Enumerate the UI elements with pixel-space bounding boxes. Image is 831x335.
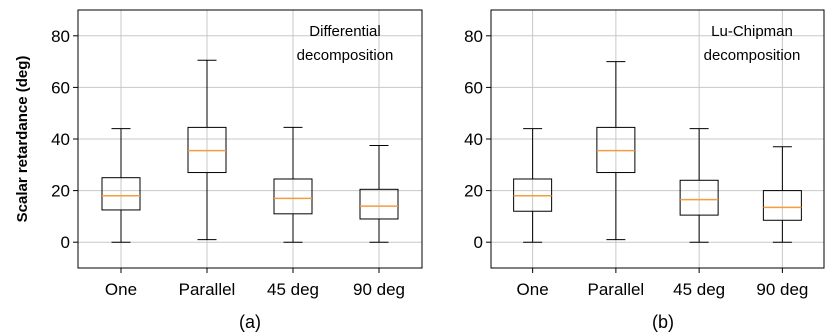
x-tick-label: 45 deg [673, 280, 725, 299]
y-tick-label: 40 [51, 130, 70, 149]
x-tick-label: One [517, 280, 549, 299]
y-tick-label: 60 [51, 78, 70, 97]
annotation-line: Differential [309, 23, 380, 40]
x-tick-label: 90 deg [756, 280, 808, 299]
annotation-line: decomposition [297, 47, 394, 64]
x-tick-label: 45 deg [267, 280, 319, 299]
annotation-line: decomposition [704, 47, 801, 64]
y-tick-label: 60 [464, 78, 483, 97]
x-tick-label: One [105, 280, 137, 299]
box-2 [596, 61, 636, 241]
iqr-box [273, 178, 313, 215]
box-1 [101, 128, 141, 243]
x-tick-label: Parallel [179, 280, 236, 299]
y-tick-label: 40 [464, 130, 483, 149]
y-tick-label: 0 [474, 233, 483, 252]
box-1 [513, 128, 553, 243]
y-tick-label: 20 [464, 182, 483, 201]
y-axis-label: Scalar retardance (deg) [14, 56, 31, 223]
panel-b: 0 20 40 60 80 One Parallel 45 deg 90 deg Lu-Chipm… [464, 9, 825, 332]
y-tick-label: 80 [51, 27, 70, 46]
iqr-box [101, 177, 141, 211]
x-tick-label: 90 deg [353, 280, 405, 299]
panel-a: 0 20 40 60 80 One Parallel 45 deg 90 deg Differen… [14, 9, 423, 332]
y-tick-label: 20 [51, 182, 70, 201]
iqr-box [359, 188, 399, 220]
panel-label: (b) [652, 312, 674, 332]
y-tick-label: 0 [61, 233, 70, 252]
box-4 [359, 144, 399, 243]
x-tick-label: Parallel [588, 280, 645, 299]
iqr-box [762, 190, 802, 221]
annotation-line: Lu-Chipman [711, 23, 793, 40]
box-3 [273, 126, 313, 243]
box-4 [762, 146, 802, 243]
iqr-box [679, 179, 719, 216]
box-2 [187, 59, 227, 241]
y-tick-label: 80 [464, 27, 483, 46]
axes-frame [77, 9, 423, 269]
box-3 [679, 128, 719, 243]
axes-frame [490, 9, 825, 269]
panel-label: (a) [239, 312, 261, 332]
